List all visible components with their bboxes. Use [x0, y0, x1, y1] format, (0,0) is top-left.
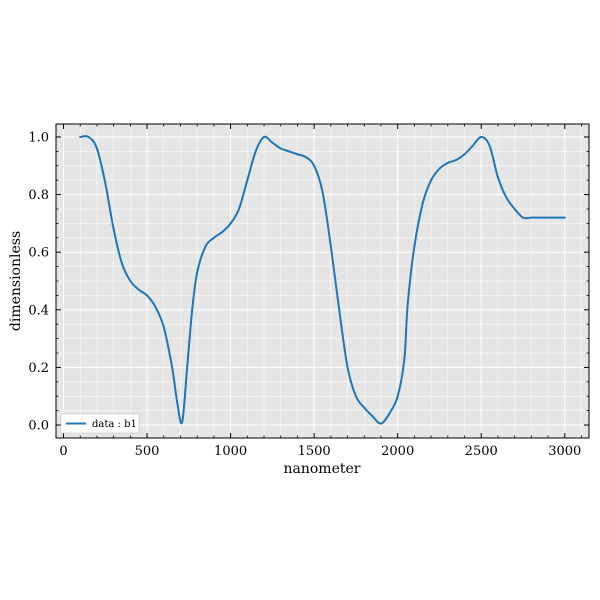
data-point: [137, 288, 140, 291]
data-point: [497, 176, 499, 179]
data-point: [563, 216, 566, 219]
data-point: [121, 262, 123, 265]
data-point: [371, 415, 374, 418]
data-point: [505, 196, 508, 199]
data-point: [488, 144, 491, 147]
data-point: [229, 222, 232, 225]
data-point: [263, 136, 265, 138]
legend: data : b1: [60, 413, 140, 434]
y-tick-label: 0.0: [28, 419, 49, 434]
grid-major: [56, 124, 589, 438]
data-point: [246, 179, 249, 182]
data-point: [296, 153, 299, 156]
tick-labels: 0 500 1000 1500 2000 2500 3000 0.0 0.2 0.4 0.6 0.8 1…: [28, 130, 581, 459]
data-point: [522, 216, 524, 219]
x-tick-label: 2000: [381, 444, 414, 459]
data-point: [271, 141, 274, 144]
data-point: [471, 144, 474, 147]
x-tick-label: 1000: [214, 444, 247, 459]
data-point: [288, 150, 290, 153]
data-point: [181, 421, 184, 424]
legend-box: [60, 413, 140, 434]
y-tick-label: 0.4: [28, 303, 49, 318]
data-point: [212, 236, 215, 239]
y-axis-title: dimensionless: [8, 231, 24, 331]
data-point: [129, 280, 132, 282]
data-point: [79, 136, 82, 138]
data-point: [355, 395, 357, 398]
x-tick-label: 3000: [548, 444, 581, 459]
data-point: [413, 245, 416, 248]
data-point: [363, 406, 366, 409]
data-point: [104, 182, 107, 184]
data-point: [513, 208, 516, 210]
y-tick-label: 1.0: [28, 130, 49, 145]
data-point: [329, 245, 332, 248]
data-point: [446, 161, 449, 164]
data-point: [438, 167, 441, 170]
data-point: [555, 216, 558, 219]
data-point: [313, 164, 316, 167]
data-point: [338, 308, 341, 311]
data-point: [191, 308, 194, 311]
grid-minor: [56, 124, 589, 438]
data-point: [87, 136, 90, 138]
data-point: [396, 395, 399, 398]
data-point: [221, 231, 224, 233]
data-point: [346, 366, 349, 369]
data-point: [186, 366, 189, 369]
data-point: [430, 179, 433, 182]
x-tick-label: 2500: [465, 444, 498, 459]
data-point: [403, 357, 406, 360]
x-tick-label: 0: [59, 444, 67, 459]
data-point: [380, 422, 382, 425]
data-point: [154, 306, 157, 308]
data-point: [530, 216, 533, 219]
data-point: [146, 294, 148, 297]
data-point: [406, 303, 409, 305]
x-axis-title: nanometer: [284, 461, 361, 477]
data-point: [279, 147, 282, 150]
x-tick-label: 500: [135, 444, 160, 459]
data-point: [162, 326, 165, 328]
data-point: [171, 366, 174, 369]
data-point: [112, 228, 115, 231]
y-tick-label: 0.2: [28, 361, 49, 376]
data-point: [538, 216, 541, 219]
data-point: [480, 136, 483, 138]
axis-ticks: [56, 124, 589, 438]
legend-label-data-b1: data : b1: [92, 419, 137, 430]
data-point: [176, 401, 179, 403]
data-point: [204, 245, 207, 248]
data-point: [547, 216, 549, 219]
y-tick-label: 0.8: [28, 188, 49, 203]
data-point: [96, 147, 98, 150]
data-point: [304, 156, 307, 159]
data-point: [321, 190, 324, 193]
y-tick-label: 0.6: [28, 246, 49, 261]
data-point: [254, 150, 257, 153]
data-point: [388, 412, 391, 415]
plot-content: [79, 135, 566, 425]
data-point: [421, 202, 424, 205]
data-point: [238, 208, 240, 210]
x-tick-label: 1500: [298, 444, 331, 459]
data-point: [463, 153, 466, 156]
data-point: [196, 271, 199, 274]
data-point: [455, 159, 458, 161]
